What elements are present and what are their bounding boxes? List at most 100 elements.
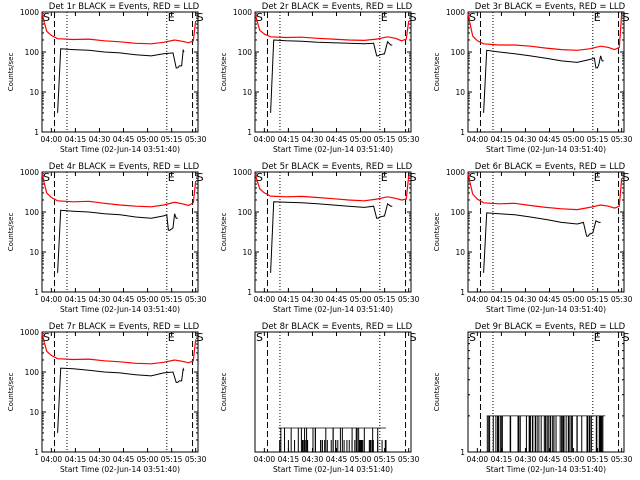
x-tick-label: 04:30 bbox=[89, 455, 111, 464]
series-events bbox=[57, 367, 185, 433]
y-tick-label: 10 bbox=[242, 248, 252, 257]
chart-panel-9: Det 9r BLACK = Events, RED = LLD Counts/s… bbox=[433, 322, 633, 474]
chart-title: Det 5r BLACK = Events, RED = LLD bbox=[262, 162, 413, 172]
marker-label: E bbox=[168, 11, 175, 24]
chart-panel-4: Det 4r BLACK = Events, RED = LLD Counts/s… bbox=[7, 162, 207, 314]
marker-label: S bbox=[197, 11, 204, 24]
plot-frame bbox=[41, 11, 199, 133]
y-tick-label: 100 bbox=[25, 48, 40, 57]
x-tick-label: 05:15 bbox=[161, 295, 183, 304]
y-tick-label: 100 bbox=[451, 48, 466, 57]
y-tick-label: 10 bbox=[29, 248, 39, 257]
y-tick-label: 1000 bbox=[446, 168, 465, 177]
marker-label: S bbox=[256, 11, 263, 24]
x-tick-label: 04:30 bbox=[302, 135, 324, 144]
marker-label: S bbox=[43, 331, 50, 344]
y-tick-label: 10 bbox=[455, 88, 465, 97]
x-tick-label: 04:00 bbox=[41, 455, 63, 464]
y-tick-label: 1 bbox=[34, 448, 39, 457]
x-tick-label: 05:30 bbox=[611, 295, 633, 304]
series-events bbox=[483, 49, 604, 113]
marker-label: S bbox=[43, 171, 50, 184]
marker-label: E bbox=[168, 171, 175, 184]
y-tick-label: 1 bbox=[460, 448, 465, 457]
x-tick-label: 04:45 bbox=[113, 135, 135, 144]
y-tick-label: 1 bbox=[460, 288, 465, 297]
x-tick-label: 05:15 bbox=[587, 135, 609, 144]
chart-panel-5: Det 5r BLACK = Events, RED = LLD Counts/s… bbox=[220, 162, 420, 314]
x-tick-label: 05:00 bbox=[350, 455, 372, 464]
x-tick-label: 04:30 bbox=[515, 135, 537, 144]
x-tick-label: 04:15 bbox=[491, 455, 513, 464]
y-tick-label: 1000 bbox=[20, 8, 39, 17]
x-tick-label: 04:15 bbox=[65, 455, 87, 464]
chart-panel-3: Det 3r BLACK = Events, RED = LLD Counts/s… bbox=[433, 2, 633, 154]
x-tick-label: 04:00 bbox=[467, 295, 489, 304]
x-tick-label: 04:00 bbox=[467, 455, 489, 464]
x-tick-label: 04:15 bbox=[278, 295, 300, 304]
chart-title: Det 1r BLACK = Events, RED = LLD bbox=[49, 2, 200, 12]
x-tick-label: 04:45 bbox=[326, 455, 348, 464]
x-tick-label: 04:30 bbox=[302, 455, 324, 464]
y-axis-label: Counts/sec bbox=[7, 53, 15, 92]
plot-frame bbox=[41, 171, 199, 293]
x-tick-label: 05:15 bbox=[161, 455, 183, 464]
y-tick-label: 10 bbox=[29, 88, 39, 97]
y-axis-label: Counts/sec bbox=[220, 53, 228, 92]
chart-title: Det 7r BLACK = Events, RED = LLD bbox=[49, 322, 200, 332]
plot-frame bbox=[467, 11, 625, 133]
y-tick-label: 100 bbox=[238, 208, 253, 217]
y-tick-label: 100 bbox=[25, 368, 40, 377]
x-tick-label: 05:15 bbox=[374, 135, 396, 144]
x-tick-label: 04:30 bbox=[515, 455, 537, 464]
x-axis-label: Start Time (02-Jun-14 03:51:40) bbox=[486, 145, 606, 154]
x-tick-label: 04:00 bbox=[467, 135, 489, 144]
x-tick-label: 04:15 bbox=[65, 295, 87, 304]
series-events bbox=[57, 209, 178, 273]
plot-frame bbox=[254, 171, 412, 293]
x-tick-label: 05:15 bbox=[587, 295, 609, 304]
x-tick-label: 05:00 bbox=[137, 295, 159, 304]
x-tick-label: 04:00 bbox=[41, 295, 63, 304]
series-lld bbox=[467, 13, 623, 51]
y-axis-label: Counts/sec bbox=[7, 373, 15, 412]
chart-panel-8: Det 8r BLACK = Events, RED = LLD Counts/s… bbox=[220, 322, 420, 474]
x-tick-label: 05:30 bbox=[185, 135, 207, 144]
y-tick-label: 100 bbox=[25, 208, 40, 217]
y-tick-label: 10 bbox=[242, 88, 252, 97]
x-tick-label: 05:00 bbox=[563, 295, 585, 304]
marker-label: E bbox=[168, 331, 175, 344]
x-tick-label: 04:30 bbox=[89, 295, 111, 304]
x-axis-label: Start Time (02-Jun-14 03:51:40) bbox=[273, 145, 393, 154]
marker-label: E bbox=[594, 331, 601, 344]
x-tick-label: 04:30 bbox=[515, 295, 537, 304]
y-tick-label: 1000 bbox=[20, 168, 39, 177]
x-tick-label: 05:30 bbox=[398, 455, 420, 464]
marker-label: S bbox=[410, 171, 417, 184]
series-lld bbox=[41, 333, 197, 365]
x-tick-label: 05:15 bbox=[374, 455, 396, 464]
chart-title: Det 2r BLACK = Events, RED = LLD bbox=[262, 2, 413, 12]
marker-label: E bbox=[594, 171, 601, 184]
series-events bbox=[270, 39, 393, 113]
marker-label: E bbox=[381, 11, 388, 24]
y-axis-label: Counts/sec bbox=[433, 53, 441, 92]
chart-title: Det 4r BLACK = Events, RED = LLD bbox=[49, 162, 200, 172]
chart-title: Det 9r BLACK = Events, RED = LLD bbox=[475, 322, 626, 332]
x-tick-label: 05:15 bbox=[587, 455, 609, 464]
plot-frame bbox=[41, 331, 199, 453]
y-tick-label: 10 bbox=[29, 408, 39, 417]
x-tick-label: 04:45 bbox=[539, 135, 561, 144]
marker-label: S bbox=[256, 171, 263, 184]
chart-title: Det 8r BLACK = Events, RED = LLD bbox=[262, 322, 413, 332]
series-events bbox=[270, 201, 393, 273]
marker-label: S bbox=[410, 331, 417, 344]
x-tick-label: 04:30 bbox=[302, 295, 324, 304]
x-tick-label: 04:45 bbox=[326, 295, 348, 304]
chart-panel-1: Det 1r BLACK = Events, RED = LLD Counts/s… bbox=[7, 2, 207, 154]
series-events bbox=[483, 212, 601, 273]
y-axis-label: Counts/sec bbox=[7, 213, 15, 252]
series-lld bbox=[41, 13, 197, 45]
marker-label: S bbox=[43, 11, 50, 24]
